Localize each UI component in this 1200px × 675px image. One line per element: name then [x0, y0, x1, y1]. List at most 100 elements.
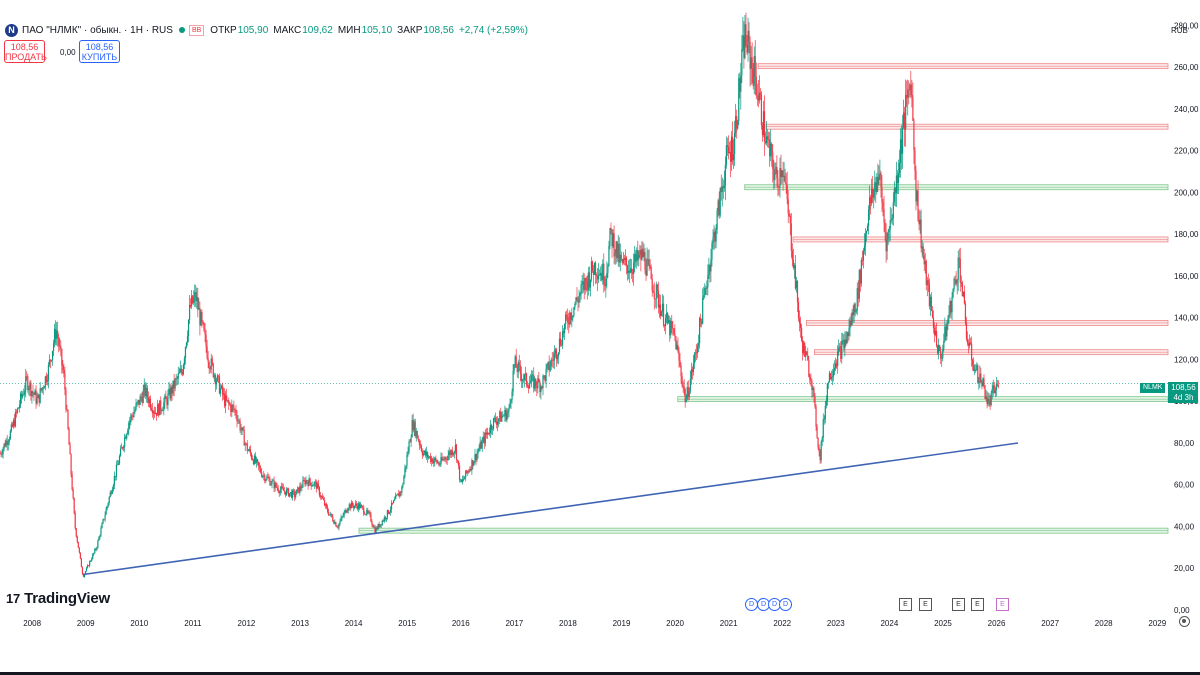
candle — [280, 482, 282, 494]
chart-settings-icon[interactable] — [1179, 616, 1190, 627]
candle — [499, 410, 501, 424]
support-level — [677, 396, 1169, 403]
currency-label[interactable]: RUB — [1171, 26, 1188, 35]
candle — [376, 526, 378, 531]
candle — [441, 453, 443, 462]
candle — [716, 207, 718, 235]
sell-button[interactable]: 108,56 ПРОДАТЬ — [4, 40, 47, 63]
time-tick-label: 2025 — [934, 619, 952, 628]
candle — [681, 372, 683, 388]
candle — [225, 390, 227, 414]
candle — [670, 317, 672, 339]
candle — [122, 446, 124, 451]
candle — [552, 351, 554, 369]
candle — [182, 363, 185, 376]
candle — [599, 269, 601, 276]
candle — [842, 332, 844, 345]
candle — [737, 119, 739, 131]
candle — [35, 385, 37, 409]
dividend-icon[interactable]: D — [779, 598, 792, 611]
candle — [382, 519, 384, 522]
candle — [130, 412, 132, 426]
candle — [539, 379, 541, 398]
candle — [262, 474, 264, 479]
candle — [578, 289, 580, 308]
candle — [125, 434, 127, 439]
candle — [615, 240, 617, 264]
candle — [370, 511, 372, 523]
candle — [623, 254, 625, 266]
price-tick-label: 260,00 — [1174, 63, 1199, 72]
candle — [935, 322, 938, 348]
buy-button[interactable]: 108,56 КУПИТЬ — [79, 40, 120, 63]
time-axis: 2008 2009 2010 2011 2012 2013 2014 2015 2016 2017… — [23, 619, 1166, 628]
candle — [20, 391, 22, 409]
candle — [639, 244, 641, 258]
candle — [613, 225, 615, 265]
earnings-icon[interactable]: E — [952, 598, 965, 611]
candle — [736, 109, 738, 139]
candle — [543, 375, 545, 380]
candle — [581, 274, 583, 295]
candle — [164, 393, 166, 409]
candle — [255, 456, 258, 468]
upcoming-earnings-icon[interactable]: E — [996, 598, 1009, 611]
earnings-icon[interactable]: E — [899, 598, 912, 611]
candle — [721, 177, 723, 207]
candle — [31, 390, 33, 404]
candle — [843, 334, 845, 352]
candle — [806, 350, 808, 356]
candle — [129, 416, 131, 429]
candle — [511, 388, 513, 404]
candle — [289, 491, 292, 497]
candle — [241, 427, 243, 435]
candle — [340, 514, 342, 522]
candle — [677, 337, 679, 354]
candle — [176, 375, 178, 386]
candle — [232, 403, 234, 413]
candle — [923, 248, 925, 271]
symbol-title[interactable]: ПАО "НЛМК" · обыкн. · 1Н · RUS — [22, 24, 173, 36]
candle — [701, 318, 703, 328]
candle — [582, 272, 584, 293]
earnings-icon[interactable]: E — [971, 598, 984, 611]
resistance-level — [792, 236, 1169, 243]
candle — [103, 519, 105, 521]
price-tick-label: 40,00 — [1174, 522, 1195, 531]
candle — [928, 278, 930, 310]
candle — [883, 196, 885, 233]
candle — [235, 405, 237, 419]
candle — [2, 446, 4, 459]
candle — [45, 372, 47, 386]
candle — [908, 80, 910, 105]
candle — [502, 411, 504, 418]
candle — [975, 364, 977, 373]
candle — [914, 147, 916, 181]
candle — [144, 382, 146, 400]
candle — [74, 510, 76, 530]
candle — [915, 165, 917, 211]
candle — [447, 449, 449, 461]
earnings-icon[interactable]: E — [919, 598, 932, 611]
candle — [514, 354, 516, 368]
candle — [851, 308, 853, 326]
candle — [116, 459, 119, 466]
candle — [407, 446, 409, 457]
candle — [958, 248, 960, 269]
candle — [498, 418, 500, 428]
candle — [163, 397, 165, 416]
candle — [264, 473, 266, 484]
sell-price: 108,56 — [10, 42, 39, 52]
candle — [261, 468, 263, 478]
candle — [214, 373, 216, 392]
tradingview-logo[interactable]: 17 TradingView — [6, 590, 110, 607]
dividend-icon[interactable]: D — [757, 598, 770, 611]
candle — [445, 456, 447, 464]
candle — [29, 380, 31, 397]
candle — [275, 481, 277, 488]
candle — [54, 323, 56, 348]
candle — [598, 263, 600, 284]
candle — [942, 344, 944, 362]
candle — [397, 493, 399, 496]
